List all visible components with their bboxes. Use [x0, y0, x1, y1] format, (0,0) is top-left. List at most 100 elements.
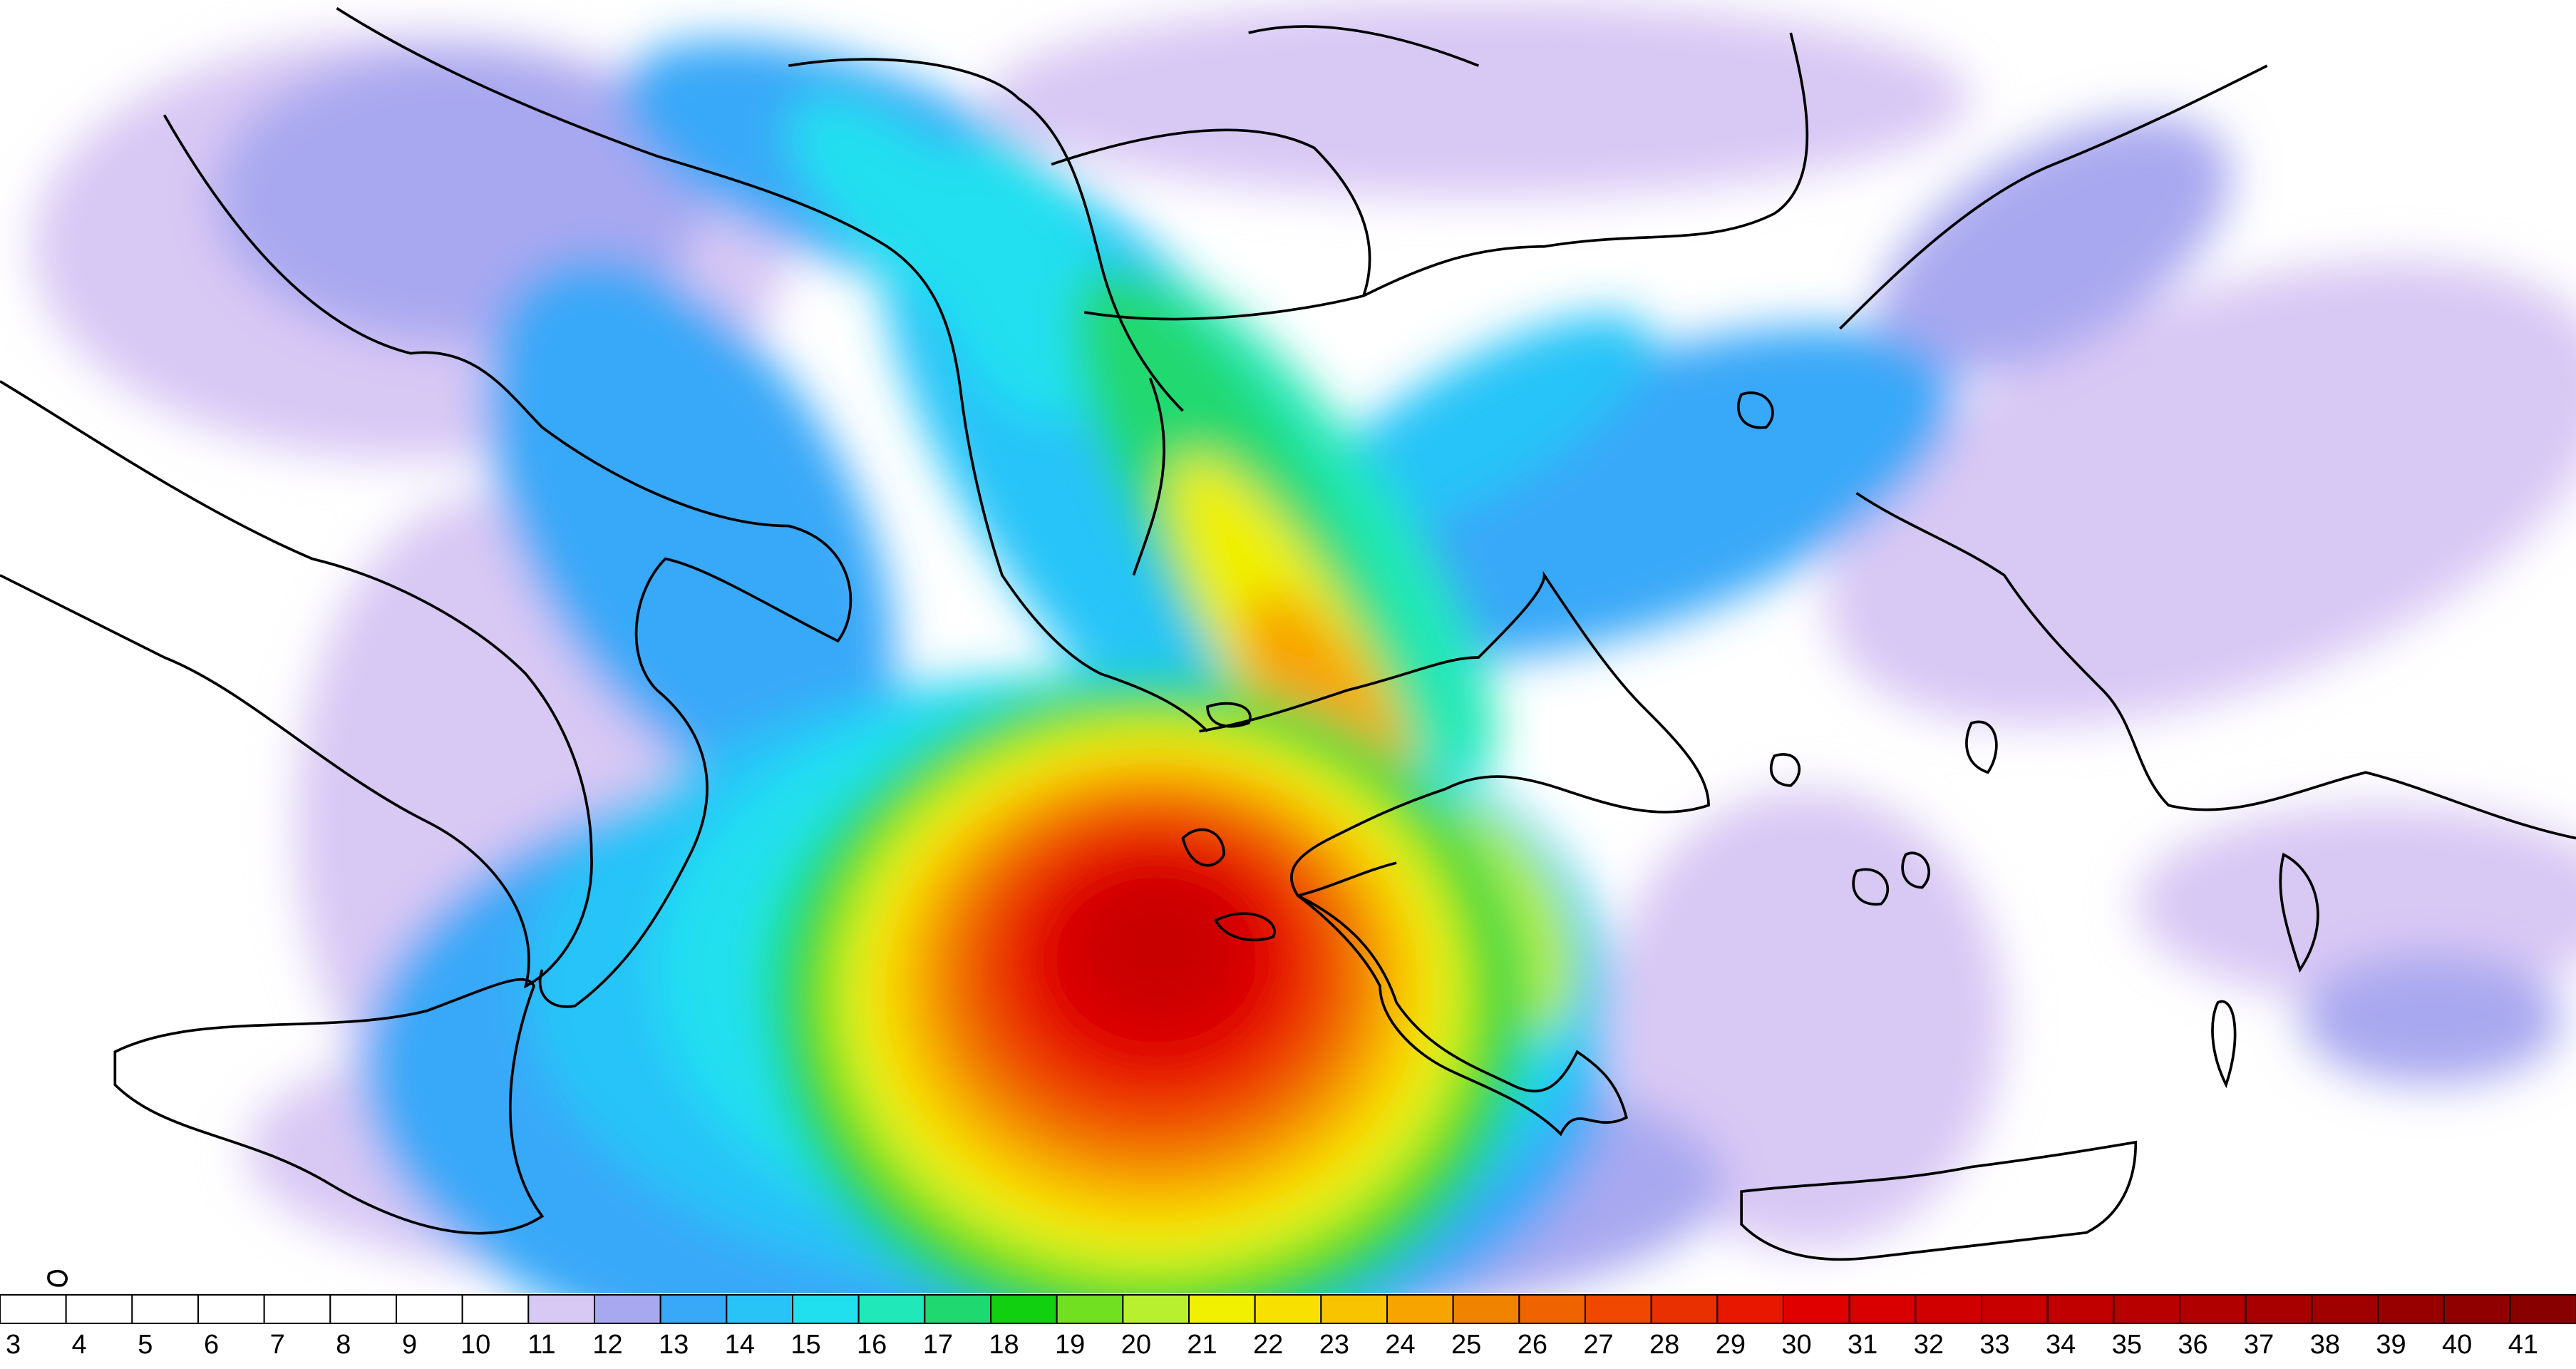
colorbar-box: [1320, 1294, 1389, 1324]
wind-area: [1875, 116, 2232, 377]
colorbar-box: [197, 1294, 265, 1324]
colorbar-box: [2509, 1294, 2576, 1324]
colorbar-label: 30: [1781, 1330, 1811, 1360]
sicily: [113, 978, 545, 1235]
wind-area: [1331, 326, 1955, 660]
colorbar-box: [990, 1294, 1058, 1324]
wind-area: [985, 0, 1972, 198]
borders: [788, 25, 1809, 576]
peloponnese: [1297, 894, 1628, 1137]
colorbar-label: 39: [2376, 1330, 2406, 1360]
map: [0, 0, 2576, 1293]
colorbar-label: 31: [1848, 1330, 1877, 1360]
colorbar-box: [1585, 1294, 1652, 1324]
colorbar-label: 10: [460, 1330, 490, 1360]
colorbar-box: [2443, 1294, 2511, 1324]
colorbar-label: 34: [2046, 1330, 2076, 1360]
colorbar-box: [659, 1294, 728, 1324]
colorbar-box: [1254, 1294, 1322, 1324]
colorbar-label: 16: [857, 1330, 887, 1360]
colorbar-box: [527, 1294, 595, 1324]
ionian-islands: [1181, 702, 1276, 942]
colorbar-box: [1650, 1294, 1719, 1324]
colorbar-box: [1122, 1294, 1190, 1324]
colorbar-box: [2179, 1294, 2247, 1324]
colorbar-box: [1518, 1294, 1586, 1324]
colorbar-label: 41: [2508, 1330, 2538, 1360]
colorbar-label: 32: [1914, 1330, 1944, 1360]
colorbar-box: [2245, 1294, 2313, 1324]
colorbar-label: 20: [1121, 1330, 1151, 1360]
colorbar-box: [924, 1294, 992, 1324]
colorbar-label: 38: [2310, 1330, 2340, 1360]
italy-east-coast: [163, 114, 852, 1008]
colorbar-box: [65, 1294, 133, 1324]
colorbar-label: 18: [989, 1330, 1019, 1360]
wind-area: [2299, 953, 2563, 1085]
colorbar-label: 27: [1583, 1330, 1613, 1360]
colorbar-box: [131, 1294, 199, 1324]
colorbar-label: 25: [1451, 1330, 1481, 1360]
colorbar-box: [1452, 1294, 1520, 1324]
colorbar-box: [2311, 1294, 2379, 1324]
colorbar-label: 12: [592, 1330, 622, 1360]
colorbar-box: [594, 1294, 661, 1324]
greece-mainland: [1199, 570, 1710, 898]
colorbar-label: 35: [2112, 1330, 2142, 1360]
colorbar-box: [0, 1294, 67, 1324]
colorbar-box: [1716, 1294, 1784, 1324]
colorbar-box: [726, 1294, 793, 1324]
colorbar-label: 4: [72, 1330, 87, 1360]
colorbar-box: [1056, 1294, 1124, 1324]
colorbar-label: 40: [2442, 1330, 2472, 1360]
colorbar-label: 28: [1649, 1330, 1679, 1360]
colorbar-label: 33: [1979, 1330, 2009, 1360]
crete: [1740, 1140, 2138, 1261]
colorbar-label: 5: [138, 1330, 153, 1360]
colorbar-label: 3: [6, 1330, 21, 1360]
colorbar-label: 11: [527, 1330, 555, 1360]
wind-area: [2135, 805, 2576, 1003]
colorbar-box: [1981, 1294, 2049, 1324]
corsica-tip: [47, 1269, 68, 1287]
colorbar-label: 26: [1518, 1330, 1547, 1360]
colorbar-label: 9: [402, 1330, 417, 1360]
colorbar-label: 36: [2178, 1330, 2207, 1360]
storm-ring: [1096, 891, 1221, 1000]
wind-area: [1825, 260, 2576, 726]
colorbar-label: 13: [659, 1330, 689, 1360]
colorbar-box: [1188, 1294, 1256, 1324]
colorbar-box: [263, 1294, 331, 1324]
balkan-coast: [336, 6, 1209, 733]
colorbar-label: 15: [790, 1330, 820, 1360]
colorbar: 3 4 5 6 7 8 9 10 11 12 13 14 15 16 17 18 19 20 21 22 23 24 25 2…: [0, 1293, 2576, 1369]
colorbar-box: [1915, 1294, 1982, 1324]
colorbar-label: 19: [1055, 1330, 1085, 1360]
colorbar-label: 21: [1187, 1330, 1217, 1360]
colorbar-box: [461, 1294, 530, 1324]
colorbar-box: [2377, 1294, 2445, 1324]
colorbar-label: 22: [1253, 1330, 1283, 1360]
italy-coast: [0, 380, 593, 989]
colorbar-label: 8: [336, 1330, 351, 1360]
colorbar-box: [792, 1294, 860, 1324]
colorbar-box: [1386, 1294, 1454, 1324]
colorbar-box: [2113, 1294, 2180, 1324]
colorbar-label: 14: [725, 1330, 755, 1360]
colorbar-box: [1848, 1294, 1917, 1324]
wind-area: [926, 137, 1111, 421]
colorbar-label: 7: [270, 1330, 285, 1360]
wind-area: [485, 257, 895, 795]
colorbar-label: 17: [923, 1330, 953, 1360]
colorbar-box: [1783, 1294, 1850, 1324]
coastlines: [0, 6, 2576, 1287]
wind-area: [1304, 313, 1653, 541]
colorbar-box: [329, 1294, 398, 1324]
colorbar-box: [396, 1294, 463, 1324]
aegean-islands: [1737, 391, 2237, 1089]
wind-area: [1609, 789, 2004, 1249]
colorbar-label: 37: [2244, 1330, 2274, 1360]
colorbar-label: 24: [1385, 1330, 1415, 1360]
colorbar-label: 29: [1716, 1330, 1746, 1360]
